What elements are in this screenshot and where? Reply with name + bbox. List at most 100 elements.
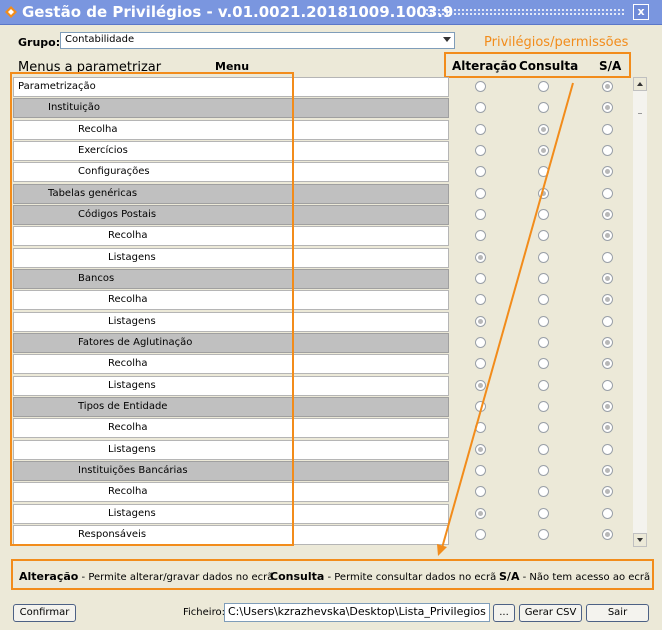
privilege-radio-consulta[interactable]	[538, 400, 549, 412]
privilege-radio-sa[interactable]	[602, 336, 613, 348]
confirm-button[interactable]: Confirmar	[13, 604, 76, 622]
privilege-radio-alteracao[interactable]	[475, 81, 486, 92]
privileges-header-box	[444, 52, 631, 78]
privilege-radio-consulta[interactable]	[538, 144, 549, 156]
grupo-select[interactable]: Contabilidade	[60, 32, 455, 49]
menu-group-row[interactable]: Códigos Postais	[13, 204, 449, 225]
privilege-radio-sa[interactable]	[602, 251, 613, 263]
menu-group-row[interactable]: Tabelas genéricas	[13, 183, 449, 204]
column-header-alteracao: Alteração	[452, 59, 517, 73]
scroll-down-icon[interactable]	[633, 533, 647, 547]
privilege-radio-consulta[interactable]	[538, 272, 549, 284]
menu-row-label: Listagens	[108, 443, 156, 455]
privilege-radio-alteracao[interactable]	[475, 272, 486, 284]
menu-row[interactable]: Listagens	[13, 503, 449, 524]
privilege-radio-sa[interactable]	[602, 379, 613, 391]
vertical-scrollbar[interactable]	[633, 77, 647, 547]
generate-csv-button[interactable]: Gerar CSV	[519, 604, 582, 622]
privilege-radio-alteracao[interactable]	[475, 464, 486, 476]
menu-row[interactable]: Listagens	[13, 247, 449, 268]
privilege-radio-consulta[interactable]	[538, 315, 549, 327]
privilege-radio-consulta[interactable]	[538, 251, 549, 263]
privilege-radio-sa[interactable]	[602, 507, 613, 519]
menu-column-header: Menu	[215, 60, 250, 73]
privilege-radio-sa[interactable]	[602, 528, 613, 540]
menu-row[interactable]: Parametrização	[13, 77, 449, 97]
menu-row-label: Recolha	[108, 294, 148, 306]
privilege-radio-sa[interactable]	[602, 294, 613, 306]
menu-row[interactable]: Recolha	[13, 482, 449, 503]
privilege-radio-alteracao[interactable]	[475, 443, 486, 455]
privilege-radio-consulta[interactable]	[538, 507, 549, 519]
privilege-radio-sa[interactable]	[602, 144, 613, 156]
ficheiro-label: Ficheiro:	[183, 607, 225, 618]
privilege-radio-consulta[interactable]	[538, 336, 549, 348]
privilege-radio-sa[interactable]	[602, 272, 613, 284]
privilege-radio-sa[interactable]	[602, 230, 613, 242]
privilege-radio-sa[interactable]	[602, 166, 613, 178]
privilege-radio-consulta[interactable]	[538, 208, 549, 220]
menu-row[interactable]: Listagens	[13, 311, 449, 332]
privilege-radio-sa[interactable]	[602, 486, 613, 498]
privilege-radio-sa[interactable]	[602, 187, 613, 199]
privilege-radio-consulta[interactable]	[538, 187, 549, 199]
privilege-radio-alteracao[interactable]	[475, 336, 486, 348]
privilege-radio-sa[interactable]	[602, 358, 613, 370]
scroll-up-icon[interactable]	[633, 77, 647, 91]
privilege-radio-consulta[interactable]	[538, 379, 549, 391]
privilege-radio-sa[interactable]	[602, 102, 613, 114]
title-bar[interactable]: Gestão de Privilégios - v.01.0021.201810…	[0, 0, 662, 25]
privilege-radio-sa[interactable]	[602, 464, 613, 476]
privilege-radio-alteracao[interactable]	[475, 144, 486, 156]
exit-button[interactable]: Sair	[586, 604, 649, 622]
menu-row[interactable]: Listagens	[13, 439, 449, 460]
legend-alteracao-desc: - Permite alterar/gravar dados no ecrã	[78, 572, 274, 583]
privilege-radio-consulta[interactable]	[538, 464, 549, 476]
menu-row[interactable]: Exercícios	[13, 140, 449, 161]
ficheiro-input[interactable]: C:\Users\kzrazhevska\Desktop\Lista_Privi…	[224, 603, 490, 622]
menu-row[interactable]: Listagens	[13, 375, 449, 396]
menu-row[interactable]: Recolha	[13, 354, 449, 375]
privilege-radio-alteracao[interactable]	[475, 528, 486, 540]
privilege-radio-sa[interactable]	[602, 81, 613, 92]
menu-group-row[interactable]: Tipos de Entidade	[13, 396, 449, 417]
menu-group-row[interactable]: Fatores de Aglutinação	[13, 332, 449, 353]
privilege-radio-sa[interactable]	[602, 208, 613, 220]
privilege-radio-consulta[interactable]	[538, 528, 549, 540]
menu-row-label: Recolha	[108, 486, 148, 498]
privileges-caption: Privilégios/permissões	[484, 35, 629, 50]
menu-row-label: Instituições Bancárias	[78, 464, 188, 476]
close-button[interactable]: x	[633, 4, 649, 20]
scroll-thumb[interactable]	[638, 113, 642, 114]
privilege-radio-sa[interactable]	[602, 315, 613, 327]
privilege-radio-alteracao[interactable]	[475, 379, 486, 391]
privilege-radio-consulta[interactable]	[538, 123, 549, 135]
menu-group-row[interactable]: Bancos	[13, 268, 449, 289]
privilege-radio-alteracao[interactable]	[475, 123, 486, 135]
menu-row[interactable]: Responsáveis	[13, 524, 449, 545]
menu-row[interactable]: Recolha	[13, 290, 449, 311]
privilege-radio-alteracao[interactable]	[475, 251, 486, 263]
privilege-radio-consulta[interactable]	[538, 81, 549, 92]
privilege-radio-alteracao[interactable]	[475, 208, 486, 220]
chevron-down-icon[interactable]	[443, 37, 451, 42]
privilege-radio-sa[interactable]	[602, 123, 613, 135]
menu-row[interactable]: Recolha	[13, 119, 449, 140]
menu-row[interactable]: Recolha	[13, 418, 449, 439]
menu-row[interactable]: Configurações	[13, 162, 449, 183]
privilege-radio-alteracao[interactable]	[475, 400, 486, 412]
menu-group-row[interactable]: Instituições Bancárias	[13, 460, 449, 481]
browse-button[interactable]: ...	[493, 604, 515, 622]
legend-consulta-desc: - Permite consultar dados no ecrã	[324, 572, 497, 583]
privilege-radio-consulta[interactable]	[538, 443, 549, 455]
privilege-radio-alteracao[interactable]	[475, 187, 486, 199]
privilege-radio-alteracao[interactable]	[475, 507, 486, 519]
privilege-radio-sa[interactable]	[602, 443, 613, 455]
privilege-radio-alteracao[interactable]	[475, 315, 486, 327]
app-logo-icon	[5, 6, 17, 18]
privilege-radio-sa[interactable]	[602, 422, 613, 434]
menu-group-row[interactable]: Instituição	[13, 98, 449, 119]
privilege-radio-sa[interactable]	[602, 400, 613, 412]
grupo-value: Contabilidade	[65, 34, 135, 45]
menu-row[interactable]: Recolha	[13, 226, 449, 247]
